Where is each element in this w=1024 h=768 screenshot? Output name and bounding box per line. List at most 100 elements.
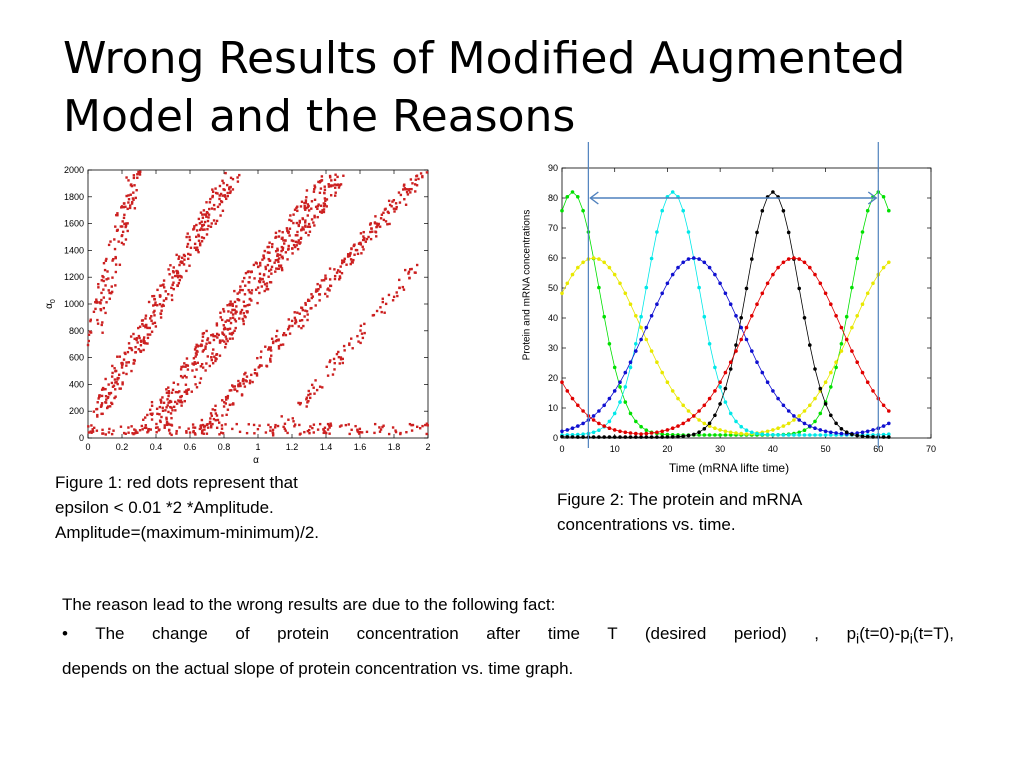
fig2-series-point [713, 426, 717, 431]
fig1-point [277, 267, 281, 270]
fig2-xtick-label: 30 [715, 444, 725, 454]
fig1-point [170, 433, 173, 437]
fig1-points [86, 170, 429, 437]
fig1-point [124, 224, 128, 227]
fig1-point [318, 385, 322, 388]
fig1-point [262, 256, 266, 260]
fig1-point [309, 425, 312, 428]
fig1-point [202, 432, 205, 435]
fig2-series-point [565, 428, 570, 432]
fig1-point [177, 257, 180, 261]
fig1-point [122, 371, 125, 375]
fig2-series-point [834, 421, 838, 426]
fig1-point [276, 249, 279, 252]
fig2-series-point [560, 380, 564, 384]
fig2-series-point [728, 367, 733, 371]
fig2-ytick-label: 30 [548, 343, 558, 353]
fig2-series-point [792, 256, 796, 260]
fig2-series-point [570, 426, 575, 431]
fig1-point [108, 393, 111, 396]
fig1-point [245, 375, 249, 378]
fig1-point [413, 271, 417, 274]
fig1-point [269, 346, 272, 349]
fig1-point [200, 418, 204, 422]
fig1-point [323, 188, 327, 192]
fig1-point [381, 300, 384, 304]
fig1-point [405, 188, 409, 191]
fig1-point [192, 426, 195, 429]
fig1-point [175, 432, 178, 435]
fig1-point [129, 335, 133, 338]
fig1-point [266, 245, 269, 249]
fig1-point [243, 293, 247, 296]
fig1-point [392, 207, 396, 210]
fig1-point [183, 390, 186, 394]
fig1-point [244, 371, 247, 375]
fig1-point [304, 219, 307, 222]
fig1-point [167, 410, 170, 414]
fig1-point [342, 260, 345, 264]
fig1-point [97, 282, 100, 286]
fig1-point [394, 202, 398, 205]
fig1-point [278, 229, 281, 233]
fig1-point [160, 309, 163, 312]
fig1-point [296, 234, 299, 237]
fig2-series-point [697, 433, 701, 437]
fig1-point [223, 340, 226, 343]
fig2-series-point [686, 230, 691, 234]
fig1-point [324, 274, 327, 277]
fig1-point [260, 350, 263, 353]
fig2-series-point [649, 314, 654, 318]
fig1-point [201, 339, 204, 343]
caption-line: Figure 1: red dots represent that [55, 473, 298, 492]
fig1-point [275, 335, 278, 338]
fig2-series-point [665, 281, 670, 286]
fig1-point [329, 424, 333, 427]
fig2-series-point [728, 430, 733, 435]
fig1-point [323, 191, 326, 195]
fig2-arrowhead-right [867, 191, 878, 205]
fig2-series-point [670, 389, 675, 393]
fig2-series-point [591, 435, 596, 439]
fig1-point [89, 318, 92, 321]
fig1-point [317, 287, 320, 291]
fig1-point [165, 422, 169, 425]
fig1-point [337, 183, 340, 186]
fig1-point [97, 286, 100, 289]
fig2-series-point [887, 435, 891, 439]
fig1-point [247, 288, 250, 292]
fig1-point [185, 431, 188, 434]
fig1-point [369, 237, 373, 241]
fig2-series-point [808, 424, 812, 428]
fig1-point [179, 261, 182, 264]
fig1-point [113, 396, 116, 400]
fig1-point [99, 405, 103, 408]
fig1-point [276, 258, 280, 262]
fig2-series-point [639, 424, 643, 429]
fig1-point [421, 424, 424, 428]
fig1-point [194, 355, 197, 358]
fig2-series-point [739, 325, 743, 330]
fig1-point [271, 242, 274, 246]
fig1-point [121, 220, 124, 223]
fig1-point [193, 246, 196, 249]
fig1-ylabel-main: α [44, 303, 55, 309]
fig2-series-point [597, 285, 601, 290]
fig1-point [281, 255, 284, 258]
fig1-point [219, 200, 223, 203]
fig1-point [92, 410, 96, 413]
fig1-point [290, 319, 294, 323]
fig1-point [314, 304, 317, 307]
fig2-series-point [570, 272, 575, 277]
fig1-point [310, 383, 314, 387]
fig2-series-point [713, 272, 717, 277]
fig1-point [256, 286, 260, 289]
fig2-series-point [718, 402, 722, 406]
fig1-point [138, 336, 141, 340]
fig1-point [248, 297, 252, 301]
fig1-point [114, 270, 118, 274]
fig2-series-point [792, 414, 796, 418]
fig1-point [312, 190, 316, 193]
fig2-series-point [644, 431, 649, 436]
fig1-point [215, 414, 219, 417]
